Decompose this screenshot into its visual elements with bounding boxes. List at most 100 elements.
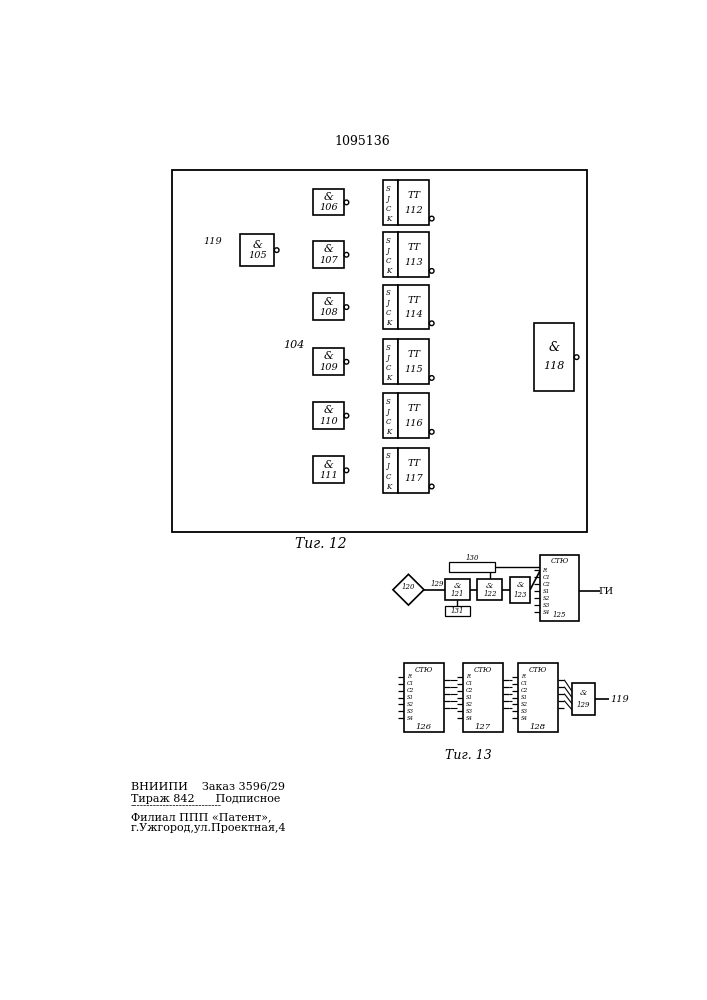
Text: СТЮ: СТЮ: [550, 557, 568, 565]
Text: г.Ужгород,ул.Проектная,4: г.Ужгород,ул.Проектная,4: [131, 823, 286, 833]
Text: 128: 128: [530, 723, 546, 731]
Text: 110: 110: [320, 417, 338, 426]
Text: 121: 121: [450, 590, 464, 598]
Bar: [462, 663, 503, 732]
Bar: [313, 241, 344, 268]
Text: J: J: [386, 195, 389, 203]
Text: R: R: [466, 674, 469, 679]
Text: K: K: [386, 428, 391, 436]
Text: R: R: [407, 674, 411, 679]
Bar: [398, 393, 429, 438]
Text: 107: 107: [320, 256, 338, 265]
Text: C1: C1: [407, 681, 414, 686]
Text: K: K: [386, 267, 391, 275]
Bar: [445, 579, 469, 600]
Text: S: S: [386, 237, 391, 245]
Text: S1: S1: [521, 695, 528, 700]
Text: S3: S3: [521, 709, 528, 714]
Text: C: C: [386, 257, 392, 265]
Text: ТТ: ТТ: [407, 243, 421, 252]
Bar: [510, 577, 530, 603]
Text: S4: S4: [466, 716, 473, 721]
Text: S2: S2: [407, 702, 414, 707]
Text: S: S: [386, 344, 391, 352]
Text: K: K: [386, 374, 391, 382]
Text: Тираж 842      Подписное: Тираж 842 Подписное: [131, 794, 281, 804]
Text: &: &: [453, 582, 461, 590]
Text: 116: 116: [404, 419, 423, 428]
Text: СТЮ: СТЮ: [474, 666, 492, 674]
Text: J: J: [386, 247, 389, 255]
Bar: [313, 402, 344, 429]
Text: ----------------------------: ----------------------------: [131, 802, 222, 811]
Text: C1: C1: [542, 575, 550, 580]
Text: S2: S2: [542, 596, 550, 601]
Text: S1: S1: [407, 695, 414, 700]
Text: ТТ: ТТ: [407, 296, 421, 305]
Text: 117: 117: [404, 474, 423, 483]
Bar: [383, 393, 398, 438]
Text: СТЮ: СТЮ: [529, 666, 547, 674]
Text: C2: C2: [466, 688, 473, 693]
Text: &: &: [324, 351, 334, 361]
Text: &: &: [549, 341, 560, 354]
Text: S3: S3: [466, 709, 473, 714]
Text: J: J: [386, 299, 389, 307]
Bar: [404, 663, 444, 732]
Text: J: J: [386, 462, 389, 471]
Text: ТТ: ТТ: [407, 459, 421, 468]
Bar: [449, 562, 495, 572]
Text: &: &: [324, 244, 334, 254]
Text: 119: 119: [204, 237, 223, 246]
Text: S4: S4: [407, 716, 414, 721]
Bar: [313, 456, 344, 483]
Bar: [518, 663, 558, 732]
Text: 104: 104: [283, 340, 305, 350]
Bar: [383, 232, 398, 277]
Text: 130: 130: [465, 554, 479, 562]
Text: ТТ: ТТ: [407, 350, 421, 359]
Text: 106: 106: [320, 203, 338, 212]
Bar: [398, 285, 429, 329]
Text: R: R: [521, 674, 525, 679]
Text: S2: S2: [466, 702, 473, 707]
Text: R: R: [542, 568, 547, 573]
Text: K: K: [386, 215, 391, 223]
Text: C1: C1: [466, 681, 473, 686]
Bar: [477, 579, 502, 600]
Text: &: &: [252, 240, 262, 250]
Text: C: C: [386, 309, 392, 317]
Text: C: C: [386, 418, 392, 426]
Text: &: &: [324, 297, 334, 307]
Text: Филиал ППП «Патент»,: Филиал ППП «Патент»,: [131, 812, 271, 822]
Text: C1: C1: [521, 681, 528, 686]
Text: K: K: [386, 483, 391, 491]
Bar: [398, 232, 429, 277]
Text: 126: 126: [416, 723, 432, 731]
Text: Τиг. 13: Τиг. 13: [445, 749, 491, 762]
Bar: [398, 339, 429, 384]
Text: 125: 125: [553, 611, 566, 619]
Text: &: &: [580, 689, 588, 697]
Text: S4: S4: [542, 610, 550, 615]
Bar: [313, 293, 344, 320]
Text: Τиг. 12: Τиг. 12: [295, 536, 346, 550]
Text: 113: 113: [404, 258, 423, 267]
Text: 115: 115: [404, 365, 423, 374]
Text: 123: 123: [513, 591, 527, 599]
Text: ВНИИПИ    Заказ 3596/29: ВНИИПИ Заказ 3596/29: [131, 781, 285, 791]
Bar: [313, 189, 344, 215]
Text: C: C: [386, 364, 392, 372]
Text: &: &: [486, 582, 493, 590]
Bar: [572, 683, 595, 715]
Text: S: S: [386, 289, 391, 297]
Text: ТТ: ТТ: [407, 191, 421, 200]
Text: C: C: [386, 205, 392, 213]
Bar: [534, 323, 574, 391]
Text: СТЮ: СТЮ: [415, 666, 433, 674]
Text: S: S: [386, 452, 391, 460]
Bar: [313, 348, 344, 375]
Text: 120: 120: [402, 583, 415, 591]
Text: 105: 105: [248, 251, 267, 260]
Text: 129: 129: [577, 701, 590, 709]
